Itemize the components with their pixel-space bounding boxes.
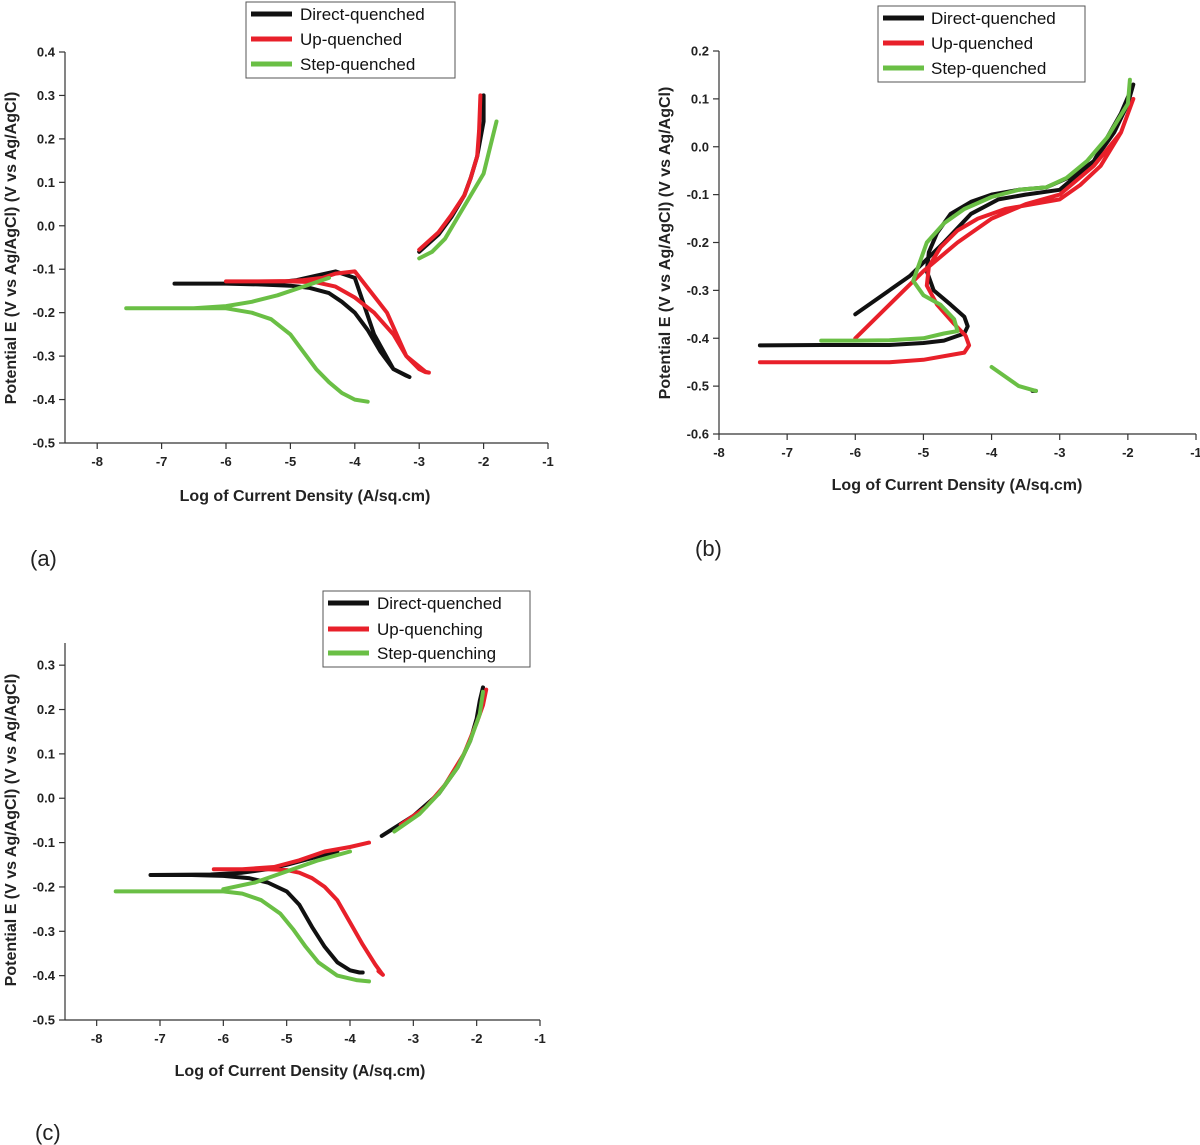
panel-a-series-up bbox=[224, 93, 483, 375]
panel-a-y-tick-label-4: -0.1 bbox=[33, 262, 55, 277]
panel-b-legend-label-up: Up-quenched bbox=[931, 34, 1033, 53]
panel-a-legend-label-direct: Direct-quenched bbox=[300, 5, 425, 24]
panel-a-label: (a) bbox=[30, 546, 57, 571]
panel-c-x-tick-label-2: -6 bbox=[218, 1031, 230, 1046]
panel-b-legend-label-direct: Direct-quenched bbox=[931, 9, 1056, 28]
panel-b-y-tick-label-7: 0.1 bbox=[691, 91, 709, 106]
panel-c-y-tick-label-7: 0.2 bbox=[37, 702, 55, 717]
panel-a-series bbox=[124, 93, 499, 404]
panel-b-y-axis-title: Potential E (V vs Ag/AgCl) (V vs Ag/AgCl… bbox=[657, 87, 674, 400]
panel-a: -8 -7 -6 -5 -4 -3 -2 -1 -0.5 -0.4 -0.3 -0.2 -0.1 0.0 0… bbox=[3, 1, 554, 571]
panel-b-x-tick-label-5: -3 bbox=[1054, 445, 1066, 460]
panel-c-x-tick-label-7: -1 bbox=[534, 1031, 546, 1046]
panel-b-series-step bbox=[819, 77, 1132, 393]
panel-a-y-tick-label-6: 0.1 bbox=[37, 175, 55, 190]
panel-b-y-tick-label-5: -0.1 bbox=[687, 187, 709, 202]
panel-b-x-tick-label-4: -4 bbox=[986, 445, 998, 460]
panel-a-x-tick-label-6: -2 bbox=[478, 454, 490, 469]
panel-c-ticks: -8 -7 -6 -5 -4 -3 -2 -1 -0.5 -0.4 -0.3 -0.2 -0.1 0.0 0… bbox=[33, 658, 546, 1046]
panel-b-x-tick-label-6: -2 bbox=[1122, 445, 1134, 460]
panel-a-x-tick-label-0: -8 bbox=[91, 454, 103, 469]
panel-b-x-tick-label-7: -1 bbox=[1190, 445, 1200, 460]
panel-c-x-tick-label-5: -3 bbox=[408, 1031, 420, 1046]
panel-b-y-tick-label-1: -0.5 bbox=[687, 379, 709, 394]
panel-b-y-tick-label-8: 0.2 bbox=[691, 44, 709, 59]
panel-c-x-tick-label-1: -7 bbox=[154, 1031, 166, 1046]
panel-b-legend: Direct-quenched Up-quenched Step-quenche… bbox=[877, 5, 1086, 83]
panel-b-series-up bbox=[760, 99, 1133, 408]
panel-b-y-tick-label-4: -0.2 bbox=[687, 235, 709, 250]
panel-c-label: (c) bbox=[35, 1120, 61, 1145]
panel-c-y-tick-label-5: 0.0 bbox=[37, 791, 55, 806]
panel-c-series-direct bbox=[148, 685, 485, 975]
panel-a-y-tick-label-0: -0.5 bbox=[33, 436, 55, 451]
panel-b-series bbox=[757, 77, 1136, 408]
panel-a-x-tick-label-4: -4 bbox=[349, 454, 361, 469]
panel-a-legend-label-step: Step-quenched bbox=[300, 55, 415, 74]
panel-c-y-tick-label-2: -0.3 bbox=[33, 924, 55, 939]
panel-a-y-axis-title: Potential E (V vs Ag/AgCl) (V vs Ag/AgCl… bbox=[3, 92, 20, 405]
panel-c-legend: Direct-quenched Up-quenching Step-quench… bbox=[322, 590, 531, 668]
panel-b-x-tick-label-2: -6 bbox=[850, 445, 862, 460]
panel-a-x-axis-title: Log of Current Density (A/sq.cm) bbox=[180, 488, 431, 505]
panel-c-x-tick-label-4: -4 bbox=[344, 1031, 356, 1046]
panel-a-y-tick-label-1: -0.4 bbox=[33, 392, 56, 407]
panel-c-legend-label-up: Up-quenching bbox=[377, 620, 483, 639]
panel-b-x-tick-label-0: -8 bbox=[713, 445, 725, 460]
panel-c-y-tick-label-1: -0.4 bbox=[33, 968, 56, 983]
panel-b-x-axis-title: Log of Current Density (A/sq.cm) bbox=[832, 477, 1083, 494]
panel-c-legend-label-direct: Direct-quenched bbox=[377, 594, 502, 613]
panel-a-x-tick-label-7: -1 bbox=[542, 454, 554, 469]
panel-b-y-tick-label-0: -0.6 bbox=[687, 427, 709, 442]
panel-b-series-direct bbox=[757, 82, 1136, 393]
panel-c-x-tick-label-0: -8 bbox=[91, 1031, 103, 1046]
panel-c-y-tick-label-0: -0.5 bbox=[33, 1013, 55, 1028]
panel-b-y-tick-label-3: -0.3 bbox=[687, 283, 709, 298]
panel-a-y-tick-label-7: 0.2 bbox=[37, 131, 55, 146]
panel-b-x-tick-label-3: -5 bbox=[918, 445, 930, 460]
panel-c-y-tick-label-4: -0.1 bbox=[33, 835, 55, 850]
panel-a-legend: Direct-quenched Up-quenched Step-quenche… bbox=[245, 1, 456, 79]
panel-b-y-tick-label-6: 0.0 bbox=[691, 139, 709, 154]
panel-a-ticks: -8 -7 -6 -5 -4 -3 -2 -1 -0.5 -0.4 -0.3 -0.2 -0.1 0.0 0… bbox=[33, 45, 554, 470]
panel-a-y-tick-label-9: 0.4 bbox=[37, 45, 56, 60]
panel-c-series bbox=[113, 685, 489, 984]
panel-c-y-tick-label-6: 0.1 bbox=[37, 746, 55, 761]
panel-b-legend-label-step: Step-quenched bbox=[931, 59, 1046, 78]
panel-b-y-tick-label-2: -0.4 bbox=[687, 331, 710, 346]
panel-b: -8 -7 -6 -5 -4 -3 -2 -1 -0.6 -0.5 -0.4 -0.3 -0.2 -0.1… bbox=[657, 5, 1200, 561]
panel-a-x-tick-label-1: -7 bbox=[156, 454, 168, 469]
panel-c-y-tick-label-3: -0.2 bbox=[33, 879, 55, 894]
panel-c-x-axis-title: Log of Current Density (A/sq.cm) bbox=[175, 1063, 426, 1080]
panel-a-x-tick-label-3: -5 bbox=[285, 454, 297, 469]
panel-c-x-tick-label-3: -5 bbox=[281, 1031, 293, 1046]
panel-a-y-tick-label-2: -0.3 bbox=[33, 349, 55, 364]
panel-c-series-up bbox=[211, 687, 489, 977]
panel-a-y-tick-label-3: -0.2 bbox=[33, 305, 55, 320]
panel-c-y-axis-title: Potential E (V vs Ag/AgCl) (V vs Ag/AgCl… bbox=[3, 674, 20, 987]
panel-a-legend-label-up: Up-quenched bbox=[300, 30, 402, 49]
panel-a-series-step bbox=[124, 119, 499, 404]
panel-a-x-tick-label-2: -6 bbox=[220, 454, 232, 469]
panel-a-x-tick-label-5: -3 bbox=[413, 454, 425, 469]
panel-b-label: (b) bbox=[695, 536, 722, 561]
panel-a-y-tick-label-5: 0.0 bbox=[37, 218, 55, 233]
panel-b-x-tick-label-1: -7 bbox=[781, 445, 793, 460]
panel-a-series-direct bbox=[172, 93, 486, 379]
panel-b-ticks: -8 -7 -6 -5 -4 -3 -2 -1 -0.6 -0.5 -0.4 -0.3 -0.2 -0.1… bbox=[687, 44, 1200, 461]
panel-a-y-tick-label-8: 0.3 bbox=[37, 88, 55, 103]
panel-c: -8 -7 -6 -5 -4 -3 -2 -1 -0.5 -0.4 -0.3 -0.2 -0.1 0.0 0… bbox=[3, 590, 546, 1145]
panel-c-x-tick-label-6: -2 bbox=[471, 1031, 483, 1046]
panel-c-series-step bbox=[113, 689, 485, 984]
panel-c-y-tick-label-8: 0.3 bbox=[37, 658, 55, 673]
panel-c-legend-label-step: Step-quenching bbox=[377, 644, 496, 663]
